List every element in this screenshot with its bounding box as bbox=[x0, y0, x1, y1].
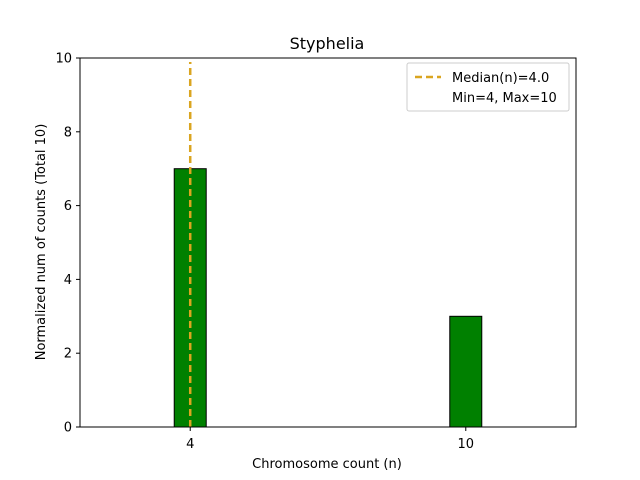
x-tick-label: 10 bbox=[458, 437, 475, 452]
x-axis-label: Chromosome count (n) bbox=[252, 457, 402, 472]
y-axis-label: Normalized num of counts (Total 10) bbox=[34, 124, 49, 361]
y-tick-label: 2 bbox=[64, 347, 72, 362]
legend-entry-minmax: Min=4, Max=10 bbox=[452, 91, 557, 106]
y-tick-label: 6 bbox=[64, 199, 72, 214]
y-tick-label: 4 bbox=[64, 273, 72, 288]
y-tick-label: 8 bbox=[64, 125, 72, 140]
y-tick-label: 0 bbox=[64, 421, 72, 436]
axes-frame bbox=[79, 57, 577, 428]
chart-title: Styphelia bbox=[290, 34, 365, 53]
legend-box bbox=[406, 62, 570, 112]
legend: Median(n)=4.0 Min=4, Max=10 bbox=[406, 62, 570, 112]
plot-area: 0 2 4 6 8 10 4 10 bbox=[55, 52, 577, 452]
bar bbox=[449, 315, 483, 428]
x-tick-label: 4 bbox=[186, 437, 194, 452]
y-tick-label: 10 bbox=[55, 52, 72, 67]
legend-entry-median: Median(n)=4.0 bbox=[452, 71, 549, 86]
